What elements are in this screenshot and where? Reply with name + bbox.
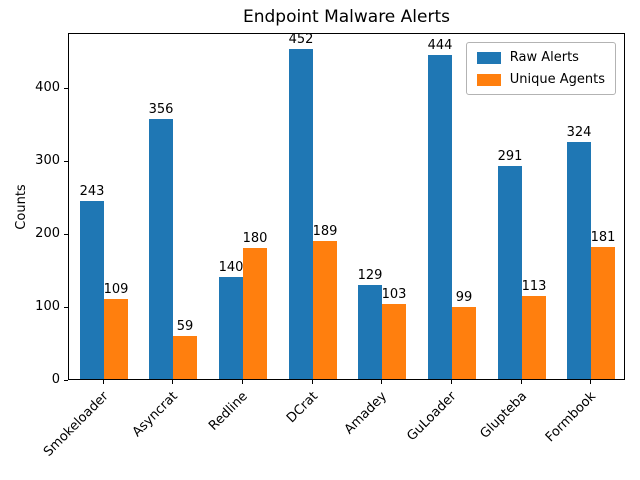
x-tick-mark	[521, 380, 522, 384]
bar-value-label-unique-agents-glupteba: 113	[521, 279, 547, 294]
y-tick-mark	[64, 380, 68, 381]
bar-unique-agents-amadey	[382, 304, 406, 379]
y-tick-mark	[64, 307, 68, 308]
y-tick-label: 100	[35, 299, 60, 314]
bar-value-label-unique-agents-formbook: 181	[590, 230, 616, 245]
x-tick-mark	[172, 380, 173, 384]
bar-raw-alerts-amadey	[358, 285, 382, 379]
legend-label-raw-alerts: Raw Alerts	[509, 50, 579, 65]
bar-unique-agents-guloader	[452, 307, 476, 379]
bar-unique-agents-smokeloader	[104, 299, 128, 379]
x-tick-label-glupteba: Glupteba	[476, 389, 530, 442]
x-tick-label-guloader: GuLoader	[404, 389, 460, 445]
bar-value-label-unique-agents-amadey: 103	[381, 287, 407, 302]
bar-value-label-unique-agents-guloader: 99	[455, 290, 473, 305]
bar-value-label-raw-alerts-amadey: 129	[357, 268, 383, 283]
y-tick-label: 0	[51, 372, 60, 387]
bar-value-label-unique-agents-redline: 180	[242, 231, 268, 246]
x-tick-mark	[451, 380, 452, 384]
bar-raw-alerts-guloader	[428, 55, 452, 379]
legend-swatch-raw-alerts	[476, 51, 501, 64]
bar-raw-alerts-formbook	[567, 142, 591, 379]
legend: Raw Alerts Unique Agents	[465, 42, 616, 95]
bar-raw-alerts-dcrat	[289, 49, 313, 379]
bar-raw-alerts-asyncrat	[149, 119, 173, 379]
legend-label-unique-agents: Unique Agents	[509, 72, 605, 87]
x-tick-mark	[103, 380, 104, 384]
y-tick-label: 400	[35, 80, 60, 95]
y-axis-label: Counts	[14, 184, 29, 230]
y-tick-label: 200	[35, 226, 60, 241]
bar-value-label-raw-alerts-asyncrat: 356	[148, 102, 174, 117]
x-tick-mark	[590, 380, 591, 384]
bar-value-label-raw-alerts-smokeloader: 243	[79, 184, 105, 199]
bar-value-label-unique-agents-asyncrat: 59	[176, 319, 194, 334]
legend-entry-unique-agents: Unique Agents	[476, 72, 605, 87]
x-tick-label-redline: Redline	[205, 389, 251, 434]
x-tick-mark	[312, 380, 313, 384]
y-tick-mark	[64, 161, 68, 162]
legend-swatch-unique-agents	[476, 73, 501, 86]
plot-area: Raw Alerts Unique Agents 243 109 356 59 140 1…	[68, 32, 625, 380]
x-tick-label-smokeloader: Smokeloader	[40, 389, 112, 460]
x-tick-label-formbook: Formbook	[542, 389, 599, 446]
x-tick-mark	[381, 380, 382, 384]
bar-unique-agents-formbook	[591, 247, 615, 379]
y-tick-mark	[64, 88, 68, 89]
x-tick-mark	[242, 380, 243, 384]
bar-raw-alerts-smokeloader	[80, 201, 104, 379]
bar-value-label-raw-alerts-formbook: 324	[566, 125, 592, 140]
bar-raw-alerts-glupteba	[498, 166, 522, 379]
y-tick-mark	[64, 234, 68, 235]
x-tick-label-amadey: Amadey	[341, 389, 390, 438]
bar-value-label-unique-agents-smokeloader: 109	[103, 282, 129, 297]
bar-unique-agents-redline	[243, 248, 267, 379]
bar-value-label-unique-agents-dcrat: 189	[312, 224, 338, 239]
legend-entry-raw-alerts: Raw Alerts	[476, 50, 605, 65]
bar-unique-agents-glupteba	[522, 296, 546, 379]
x-tick-label-dcrat: DCrat	[283, 389, 321, 427]
bar-value-label-raw-alerts-dcrat: 452	[288, 32, 314, 47]
bar-unique-agents-asyncrat	[173, 336, 197, 379]
bar-value-label-raw-alerts-redline: 140	[218, 260, 244, 275]
bar-value-label-raw-alerts-guloader: 444	[427, 38, 453, 53]
y-tick-label: 300	[35, 153, 60, 168]
chart-title: Endpoint Malware Alerts	[243, 7, 450, 27]
bar-value-label-raw-alerts-glupteba: 291	[497, 149, 523, 164]
bar-unique-agents-dcrat	[313, 241, 337, 379]
x-tick-label-asyncrat: Asyncrat	[129, 389, 181, 441]
bar-raw-alerts-redline	[219, 277, 243, 379]
